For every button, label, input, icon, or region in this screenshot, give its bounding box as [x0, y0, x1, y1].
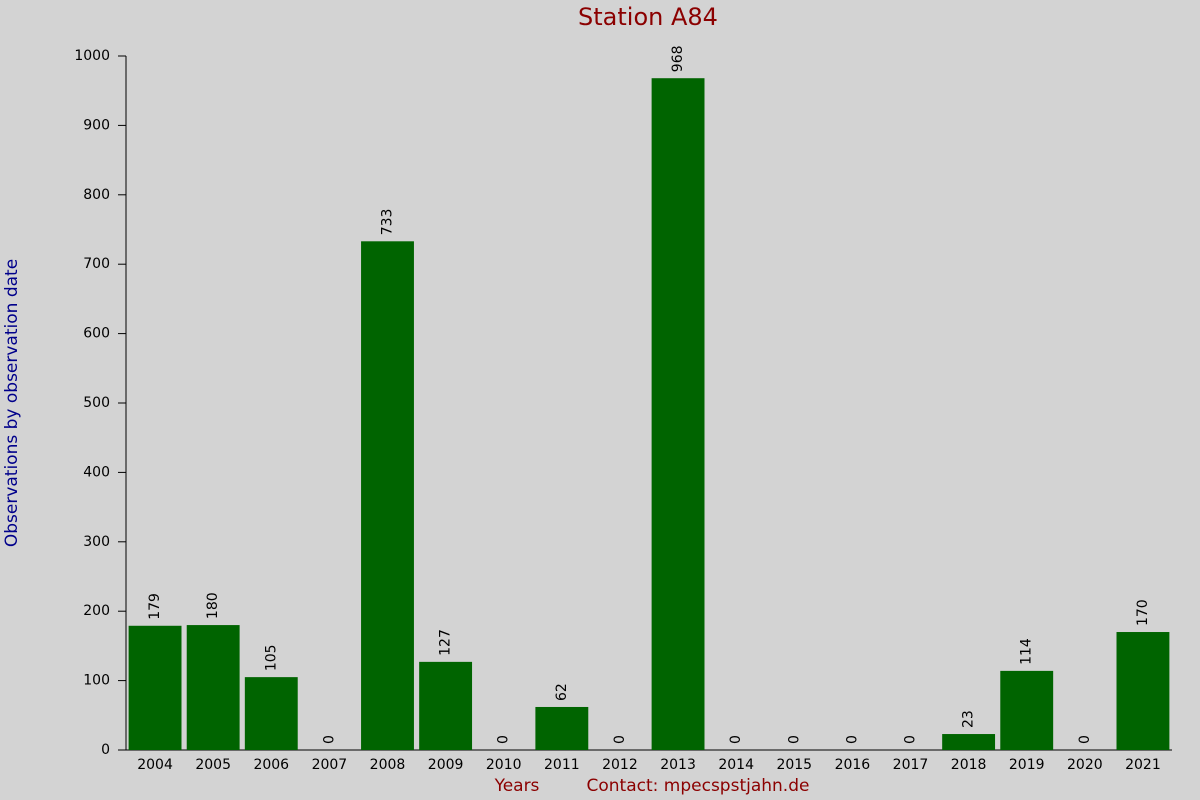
value-label: 180: [205, 592, 221, 619]
value-label: 968: [670, 45, 686, 72]
y-tick-label: 500: [83, 395, 110, 411]
x-tick-label: 2012: [602, 757, 638, 773]
bar: [942, 734, 996, 750]
bar: [535, 706, 589, 750]
x-axis-label: Years: [494, 776, 540, 796]
bar: [1000, 670, 1054, 750]
bar: [361, 241, 414, 750]
x-tick-label: 2019: [1009, 757, 1045, 773]
value-label: 0: [844, 735, 860, 744]
value-label: 127: [438, 629, 454, 656]
y-tick-label: 800: [83, 187, 110, 203]
value-label: 0: [1077, 735, 1093, 744]
y-tick-label: 200: [83, 603, 110, 619]
chart-title: Station A84: [578, 3, 718, 31]
value-label: 733: [380, 209, 396, 236]
x-tick-label: 2020: [1067, 757, 1103, 773]
y-tick-label: 600: [83, 326, 110, 342]
value-label: 114: [1019, 638, 1035, 665]
value-label: 23: [961, 710, 977, 728]
x-tick-label: 2014: [718, 757, 754, 773]
value-label: 0: [903, 735, 919, 744]
y-tick-label: 0: [101, 742, 110, 758]
x-tick-label: 2006: [253, 757, 289, 773]
x-tick-label: 2015: [776, 757, 812, 773]
x-tick-label: 2007: [312, 757, 348, 773]
contact-note: Contact: mpecspstjahn.de: [587, 776, 810, 796]
value-label: 0: [786, 735, 802, 744]
x-tick-label: 2016: [835, 757, 871, 773]
value-label: 0: [321, 735, 337, 744]
x-tick-label: 2017: [893, 757, 929, 773]
y-axis-label: Observations by observation date: [2, 259, 22, 547]
x-tick-label: 2009: [428, 757, 464, 773]
value-label: 179: [147, 593, 163, 620]
bar: [186, 625, 240, 750]
x-tick-label: 2013: [660, 757, 696, 773]
bar: [128, 625, 182, 750]
y-tick-label: 700: [83, 256, 110, 272]
y-tick-label: 400: [83, 464, 110, 480]
bar: [651, 78, 705, 750]
value-label: 0: [612, 735, 628, 744]
value-label: 62: [554, 683, 570, 701]
y-tick-label: 100: [83, 673, 110, 689]
x-tick-label: 2021: [1125, 757, 1161, 773]
y-tick-label: 900: [83, 117, 110, 133]
value-label: 0: [496, 735, 512, 744]
value-label: 0: [728, 735, 744, 744]
y-tick-label: 300: [83, 534, 110, 550]
bar: [1116, 632, 1170, 750]
value-label: 170: [1135, 599, 1151, 626]
bar: [419, 661, 473, 750]
x-tick-label: 2018: [951, 757, 987, 773]
x-tick-label: 2004: [137, 757, 173, 773]
x-tick-label: 2005: [195, 757, 231, 773]
x-tick-label: 2008: [370, 757, 406, 773]
bar: [244, 677, 298, 750]
value-label: 105: [263, 644, 279, 671]
x-tick-label: 2011: [544, 757, 580, 773]
y-tick-label: 1000: [74, 48, 110, 64]
x-tick-label: 2010: [486, 757, 522, 773]
